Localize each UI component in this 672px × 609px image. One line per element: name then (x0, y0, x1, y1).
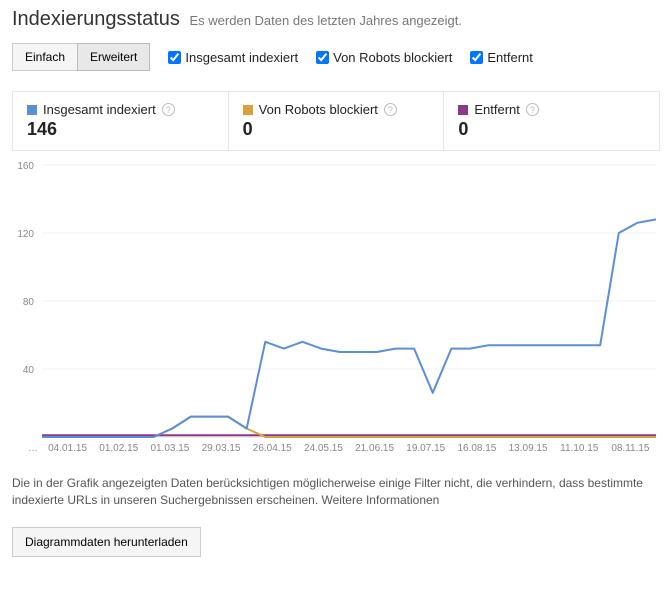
view-toggle: Einfach Erweitert (12, 43, 150, 71)
svg-text:19.07.15: 19.07.15 (406, 443, 445, 454)
svg-text:16.08.15: 16.08.15 (457, 443, 496, 454)
svg-text:08.11.15: 08.11.15 (611, 443, 650, 454)
stats-row: Insgesamt indexiert? 146 Von Robots bloc… (12, 91, 660, 151)
tab-advanced[interactable]: Erweitert (77, 43, 150, 71)
check-total-box[interactable] (168, 51, 181, 64)
svg-text:26.04.15: 26.04.15 (253, 443, 292, 454)
check-removed[interactable]: Entfernt (470, 50, 533, 65)
download-button[interactable]: Diagrammdaten herunterladen (12, 527, 201, 557)
help-icon[interactable]: ? (526, 103, 539, 116)
check-robots[interactable]: Von Robots blockiert (316, 50, 452, 65)
page-header: Indexierungsstatus Es werden Daten des l… (12, 8, 660, 31)
stat-robots: Von Robots blockiert? 0 (228, 92, 444, 150)
page-title: Indexierungsstatus (12, 8, 180, 30)
stat-removed-value: 0 (458, 119, 645, 140)
svg-text:24.05.15: 24.05.15 (304, 443, 343, 454)
stat-removed: Entfernt? 0 (443, 92, 659, 150)
stat-total: Insgesamt indexiert? 146 (12, 92, 228, 150)
svg-text:160: 160 (17, 161, 34, 172)
svg-text:80: 80 (23, 297, 35, 308)
index-chart: 40 80 120 160 … 04.01.15 01.02.15 01.03.15 29.03… (12, 155, 660, 465)
stat-total-value: 146 (27, 119, 214, 140)
check-total[interactable]: Insgesamt indexiert (168, 50, 298, 65)
swatch-robots (243, 105, 253, 115)
svg-text:40: 40 (23, 365, 35, 376)
svg-text:120: 120 (17, 229, 34, 240)
swatch-total (27, 105, 37, 115)
check-removed-box[interactable] (470, 51, 483, 64)
help-icon[interactable]: ? (162, 103, 175, 116)
controls-row: Einfach Erweitert Insgesamt indexiert Vo… (12, 43, 660, 71)
svg-text:13.09.15: 13.09.15 (509, 443, 548, 454)
svg-text:04.01.15: 04.01.15 (48, 443, 87, 454)
svg-text:29.03.15: 29.03.15 (202, 443, 241, 454)
chart-svg: 40 80 120 160 … 04.01.15 01.02.15 01.03.15 29.03… (12, 155, 660, 465)
check-robots-box[interactable] (316, 51, 329, 64)
swatch-removed (458, 105, 468, 115)
svg-text:11.10.15: 11.10.15 (560, 443, 599, 454)
svg-text:01.03.15: 01.03.15 (150, 443, 189, 454)
help-icon[interactable]: ? (384, 103, 397, 116)
chart-note: Die in der Grafik angezeigten Daten berü… (12, 475, 660, 509)
page-subtitle: Es werden Daten des letzten Jahres angez… (190, 13, 462, 28)
svg-text:01.02.15: 01.02.15 (99, 443, 138, 454)
svg-text:21.06.15: 21.06.15 (355, 443, 394, 454)
stat-robots-value: 0 (243, 119, 430, 140)
tab-simple[interactable]: Einfach (12, 43, 77, 71)
svg-text:…: … (28, 443, 38, 454)
